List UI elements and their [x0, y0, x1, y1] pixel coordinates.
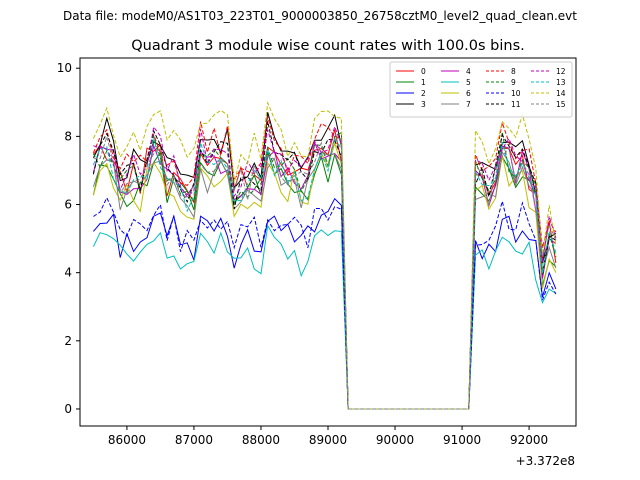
axes-ticks: 86000 87000 88000 89000 90000 91000 92000 0 2 4 6 8… [57, 61, 548, 447]
series-line-13 [92, 136, 557, 410]
x-tick-label: 92000 [510, 433, 548, 447]
plot-frame [79, 57, 577, 427]
x-tick-label: 89000 [309, 433, 347, 447]
x-tick-label: 87000 [175, 433, 213, 447]
series-line-8 [92, 116, 557, 410]
y-tick-label: 0 [64, 402, 72, 416]
series-line-5 [92, 224, 557, 410]
x-offset-label: +3.372e8 [516, 454, 575, 468]
legend-label: 0 [421, 67, 426, 76]
chart-title: Quadrant 3 module wise count rates with … [131, 38, 525, 54]
legend-label: 9 [511, 78, 516, 87]
legend-label: 10 [511, 89, 521, 98]
x-tick-label: 91000 [443, 433, 481, 447]
series-line-1 [92, 151, 557, 410]
x-tick-label: 86000 [108, 433, 146, 447]
plot-lines [92, 100, 557, 410]
legend-label: 15 [556, 100, 566, 109]
series-line-10 [93, 196, 557, 410]
y-tick-label: 2 [64, 334, 72, 348]
legend-box [389, 61, 573, 118]
series-line-12 [93, 125, 557, 410]
legend-label: 11 [511, 100, 521, 109]
series-line-7 [92, 150, 557, 410]
legend-label: 5 [466, 78, 471, 87]
series-line-14 [92, 100, 557, 410]
legend-label: 1 [421, 78, 426, 87]
y-tick-label: 4 [64, 266, 72, 280]
legend-label: 14 [556, 89, 566, 98]
series-line-6 [92, 141, 557, 410]
legend-label: 8 [511, 67, 516, 76]
series-line-9 [92, 131, 557, 410]
x-tick-label: 90000 [376, 433, 414, 447]
series-line-11 [92, 121, 557, 410]
y-tick-label: 10 [57, 61, 72, 75]
series-line-15 [93, 134, 557, 410]
y-tick-label: 6 [64, 198, 72, 212]
legend-label: 13 [556, 78, 566, 87]
legend-label: 6 [466, 89, 471, 98]
legend-label: 7 [466, 100, 471, 109]
y-tick-label: 8 [64, 129, 72, 143]
figure-suptitle: Data file: modeM0/AS1T03_223T01_90000038… [63, 9, 577, 23]
series-line-2 [93, 197, 557, 410]
legend-label: 4 [466, 67, 471, 76]
legend-label: 12 [556, 67, 566, 76]
x-tick-label: 88000 [242, 433, 280, 447]
legend-label: 2 [421, 89, 426, 98]
series-line-4 [92, 140, 557, 410]
legend-label: 3 [421, 100, 426, 109]
